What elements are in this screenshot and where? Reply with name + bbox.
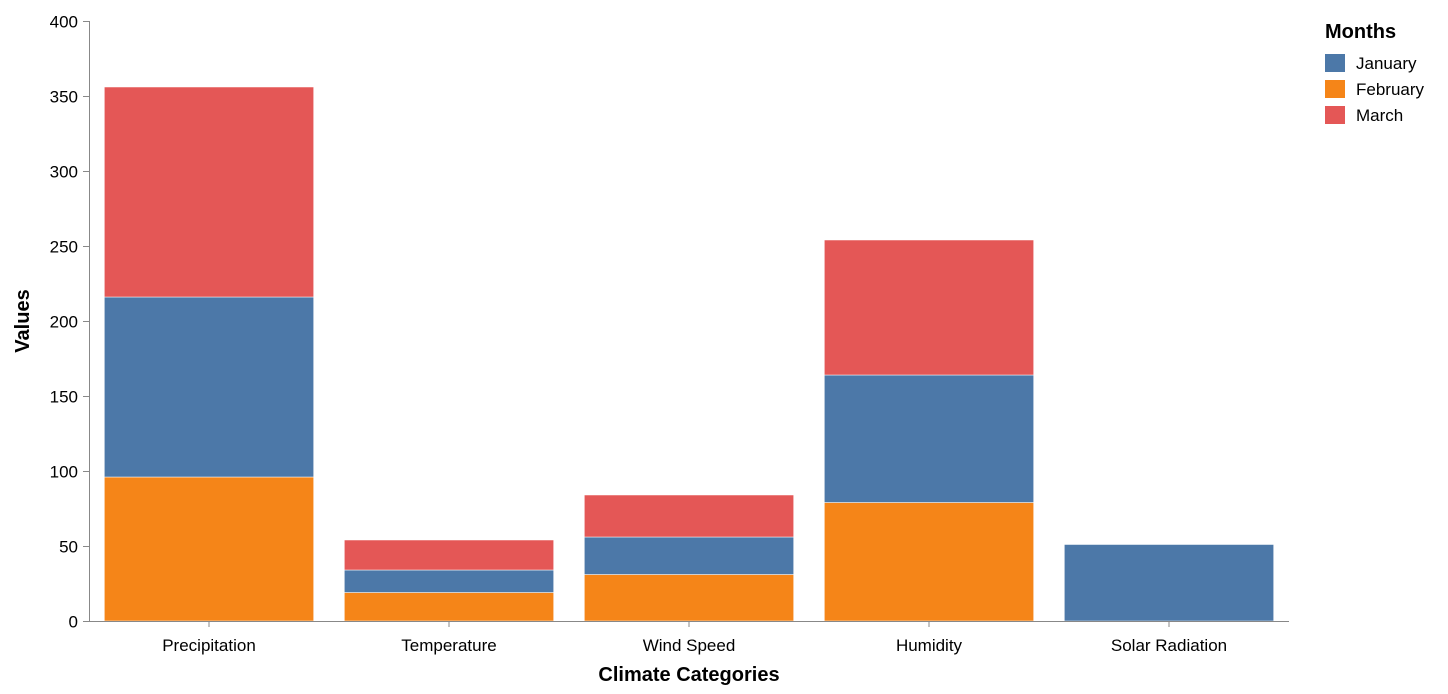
bar-segment-march bbox=[344, 539, 554, 571]
bar-segment-march bbox=[824, 239, 1034, 376]
legend-swatch-march bbox=[1325, 106, 1345, 124]
y-tick-label: 100 bbox=[50, 463, 78, 482]
y-tick-label: 250 bbox=[50, 238, 78, 257]
legend-swatch-february bbox=[1325, 80, 1345, 98]
x-tick-label: Wind Speed bbox=[643, 636, 736, 655]
bar-segment-january bbox=[344, 569, 554, 593]
x-axis: Precipitation Temperature Wind Speed Humidi… bbox=[89, 621, 1289, 655]
x-tick-label: Solar Radiation bbox=[1111, 636, 1227, 655]
bar-segment-february bbox=[104, 476, 314, 622]
y-axis: 0 50 100 150 200 250 300 350 400 bbox=[50, 13, 90, 632]
y-tick-label: 400 bbox=[50, 13, 78, 32]
bar-segment-january bbox=[104, 296, 314, 478]
y-tick-label: 50 bbox=[59, 538, 78, 557]
bar-segment-january bbox=[1064, 544, 1274, 622]
legend: Months January February March bbox=[1325, 21, 1425, 125]
y-axis-title: Values bbox=[12, 289, 34, 352]
y-tick-label: 350 bbox=[50, 88, 78, 107]
bar-segment-march bbox=[104, 86, 314, 298]
y-tick-label: 0 bbox=[69, 613, 78, 632]
y-tick-label: 300 bbox=[50, 163, 78, 182]
bar-segment-march bbox=[584, 494, 794, 538]
x-tick-label: Precipitation bbox=[162, 636, 256, 655]
bar-segment-february bbox=[824, 502, 1034, 622]
legend-label-march: March bbox=[1356, 106, 1403, 125]
legend-swatch-january bbox=[1325, 54, 1345, 72]
legend-title: Months bbox=[1325, 21, 1396, 43]
bar-segment-february bbox=[344, 592, 554, 622]
y-tick-label: 200 bbox=[50, 313, 78, 332]
bar-segment-january bbox=[584, 536, 794, 575]
legend-label-january: January bbox=[1356, 54, 1417, 73]
legend-label-february: February bbox=[1356, 80, 1425, 99]
x-tick-label: Temperature bbox=[401, 636, 496, 655]
x-axis-title: Climate Categories bbox=[598, 664, 779, 686]
bar-segment-january bbox=[824, 374, 1034, 503]
bars-layer bbox=[104, 86, 1274, 622]
x-tick-label: Humidity bbox=[896, 636, 963, 655]
bar-segment-february bbox=[584, 574, 794, 622]
y-tick-label: 150 bbox=[50, 388, 78, 407]
